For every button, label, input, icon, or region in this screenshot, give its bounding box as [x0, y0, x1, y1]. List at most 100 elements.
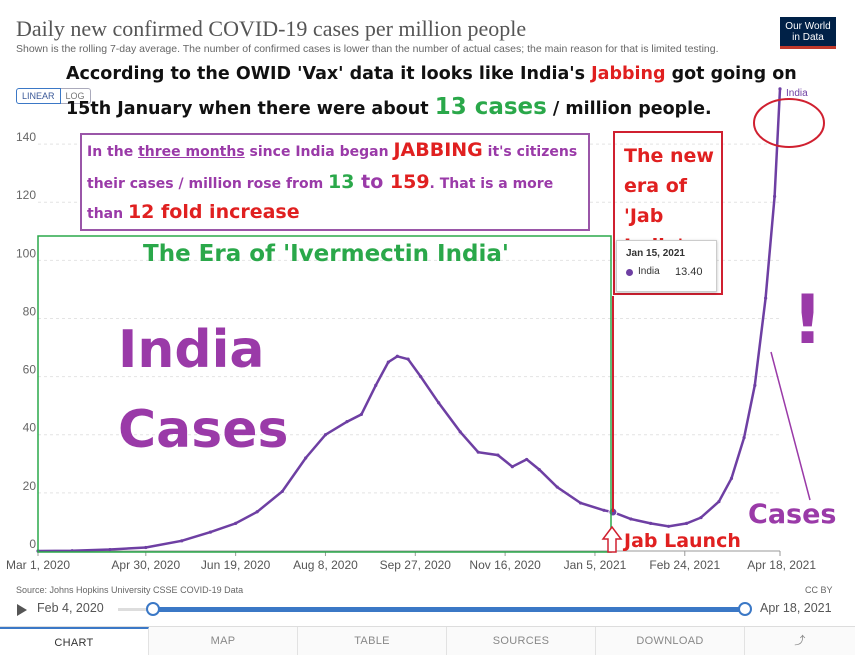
tab-map[interactable]: MAP: [149, 627, 298, 655]
top2-c: / million people.: [546, 99, 712, 119]
data-point[interactable]: [717, 499, 721, 504]
data-point[interactable]: [699, 515, 703, 520]
x-tick-label: Mar 1, 2020: [6, 558, 70, 572]
data-tooltip: Jan 15, 2021 India 13.40: [616, 240, 717, 292]
data-point[interactable]: [359, 412, 363, 416]
x-tick-label: Jan 5, 2021: [564, 558, 627, 572]
y-tick-label: 60: [23, 363, 37, 377]
data-point[interactable]: [537, 468, 541, 472]
data-point[interactable]: [667, 524, 671, 528]
tab-download[interactable]: DOWNLOAD: [596, 627, 745, 655]
data-point[interactable]: [742, 436, 746, 440]
data-point[interactable]: [629, 517, 633, 521]
data-point[interactable]: [144, 545, 148, 550]
owid-logo[interactable]: Our World in Data: [780, 17, 836, 49]
data-point[interactable]: [649, 521, 653, 525]
data-point[interactable]: [729, 476, 734, 480]
annotation-top-line-1: According to the OWID 'Vax' data it look…: [66, 64, 797, 84]
data-point[interactable]: [555, 485, 559, 489]
data-point[interactable]: [764, 296, 768, 300]
data-point[interactable]: [753, 383, 757, 387]
x-tick-label: Jun 19, 2020: [201, 558, 271, 572]
data-point[interactable]: [406, 357, 410, 361]
box-l2-a: their cases / million rose from: [87, 176, 329, 192]
data-point[interactable]: [36, 549, 40, 553]
data-point[interactable]: [234, 521, 238, 525]
chart-title: Daily new confirmed COVID-19 cases per m…: [16, 16, 527, 41]
data-point[interactable]: [323, 433, 328, 437]
box-l2-e: . That is a more: [429, 176, 554, 192]
data-point[interactable]: [255, 510, 259, 514]
x-axis-ticks: Mar 1, 2020 Apr 30, 2020 Jun 19, 2020 Aug 8…: [6, 551, 816, 572]
box-line-2: their cases / million rose from 13 to 15…: [87, 171, 553, 193]
box-l1-e: it's citizens: [482, 144, 578, 160]
x-tick-label: Aug 8, 2020: [293, 558, 358, 572]
data-point[interactable]: [374, 383, 378, 387]
data-point[interactable]: [476, 450, 480, 454]
tooltip-series-name: India: [638, 266, 660, 277]
data-point[interactable]: [70, 549, 74, 553]
india-big-label: India: [118, 320, 265, 380]
tooltip-value: 13.40: [675, 266, 703, 278]
data-point[interactable]: [108, 547, 112, 552]
data-point[interactable]: [773, 194, 777, 198]
scale-toggle[interactable]: LINEAR LOG: [16, 88, 91, 104]
data-point[interactable]: [578, 501, 583, 505]
license-label[interactable]: CC BY: [805, 585, 833, 595]
data-point[interactable]: [496, 453, 500, 457]
highlight-point[interactable]: [608, 507, 618, 517]
box-l3-12-fold: 12 fold increase: [127, 201, 300, 223]
data-point[interactable]: [386, 360, 390, 364]
data-point[interactable]: [510, 465, 514, 469]
timeline-end-handle[interactable]: [738, 602, 752, 616]
data-point[interactable]: [778, 87, 782, 91]
top1-a: According to the OWID 'Vax' data it look…: [66, 64, 592, 84]
top2-13-cases: 13 cases: [434, 94, 547, 120]
cases-big-label: Cases: [118, 400, 289, 460]
box-l1-a: In the: [87, 144, 139, 160]
data-point[interactable]: [395, 354, 399, 358]
y-tick-label: 120: [16, 188, 36, 202]
data-point[interactable]: [208, 530, 213, 534]
data-point[interactable]: [525, 457, 529, 462]
logo-line-2: in Data: [792, 32, 824, 43]
play-icon[interactable]: [17, 604, 27, 616]
timeline-range-fill: [154, 607, 745, 612]
box-l3-a: than: [87, 206, 128, 222]
data-point[interactable]: [684, 521, 689, 525]
linear-scale-button[interactable]: LINEAR: [16, 88, 61, 104]
data-point[interactable]: [419, 375, 423, 379]
data-point[interactable]: [437, 401, 441, 405]
timeline-start-handle[interactable]: [146, 602, 160, 616]
x-tick-label: Sep 27, 2020: [380, 558, 452, 572]
data-point[interactable]: [280, 489, 284, 494]
data-point[interactable]: [180, 539, 184, 543]
tab-table[interactable]: TABLE: [298, 627, 447, 655]
series-end-label: India: [786, 88, 808, 99]
tab-sources[interactable]: SOURCES: [447, 627, 596, 655]
source-note[interactable]: Source: Johns Hopkins University CSSE CO…: [16, 585, 244, 595]
data-point[interactable]: [602, 508, 606, 512]
timeline-start-date: Feb 4, 2020: [37, 601, 104, 615]
top1-c: got going on: [665, 64, 797, 84]
y-axis-ticks: 0 20 40 60 80 100 120 140: [16, 130, 36, 551]
box-line-3: than 12 fold increase: [87, 201, 300, 223]
timeline-slider[interactable]: Feb 4, 2020 Apr 18, 2021: [0, 598, 855, 622]
annotation-top-line-2: 15th January when there were about 13 ca…: [66, 94, 712, 120]
jab-launch-label: Jab Launch: [624, 530, 741, 552]
box-l1-jabbing: JABBING: [393, 139, 483, 161]
data-point[interactable]: [458, 430, 462, 434]
top2-a: 15th January when there were about: [66, 99, 435, 119]
tab-chart[interactable]: CHART: [0, 627, 149, 655]
log-scale-button[interactable]: LOG: [60, 88, 91, 104]
x-tick-label: Feb 24, 2021: [649, 558, 720, 572]
y-tick-label: 0: [29, 537, 36, 551]
share-icon[interactable]: ⤴: [794, 635, 806, 647]
box-line-1: In the three months since India began JA…: [87, 139, 577, 161]
y-tick-label: 40: [23, 421, 37, 435]
data-point[interactable]: [304, 456, 308, 460]
ivermectin-era-label: The Era of 'Ivermectin India': [143, 241, 509, 267]
data-point[interactable]: [345, 420, 349, 424]
y-tick-label: 140: [16, 130, 36, 144]
